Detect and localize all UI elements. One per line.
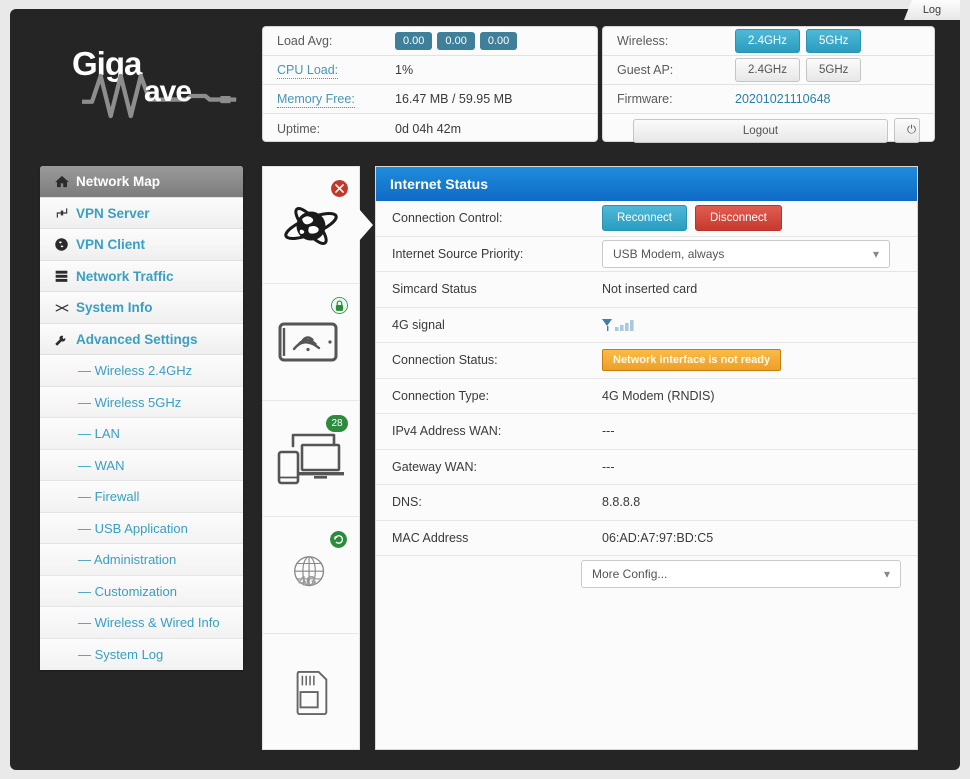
svg-text:4G: 4G	[299, 574, 317, 589]
